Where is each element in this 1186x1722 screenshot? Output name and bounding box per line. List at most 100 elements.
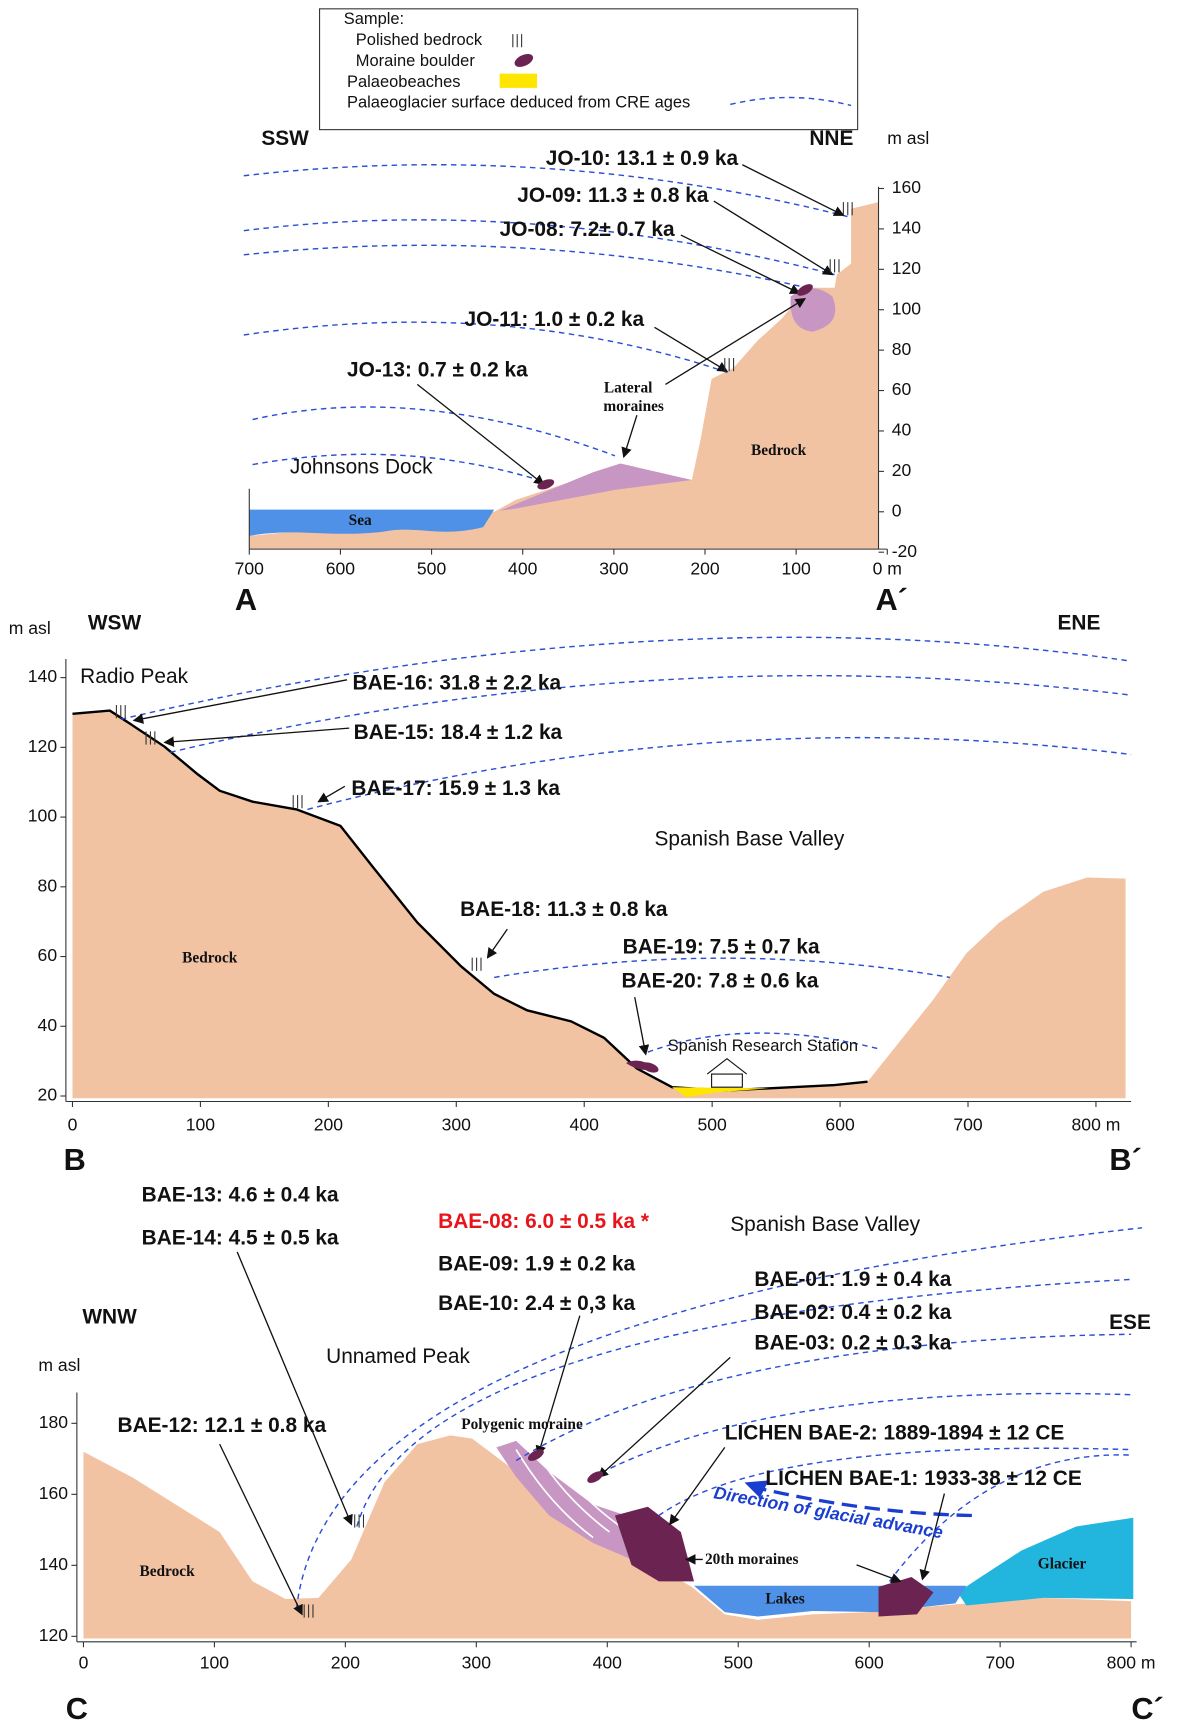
legend-symbol — [500, 74, 537, 88]
y-tick-label: 140 — [892, 218, 922, 238]
station-label: Spanish Research Station — [668, 1037, 858, 1055]
sample-label: JO-13: 0.7 ± 0.2 ka — [347, 359, 528, 382]
section-end: A — [235, 582, 257, 617]
axis-title: m asl — [38, 1355, 80, 1375]
section-end: B — [64, 1142, 86, 1177]
x-tick-label: 500 — [697, 1114, 727, 1134]
legend-item: Palaeobeaches — [347, 73, 461, 91]
moraine-label: Lateral — [604, 379, 653, 396]
sample-label: LICHEN BAE-1: 1933-38 ± 12 CE — [765, 1467, 1081, 1490]
legend-title: Sample: — [344, 10, 404, 28]
legend-item: Moraine boulder — [356, 52, 476, 70]
sample-label: BAE-18: 11.3 ± 0.8 ka — [460, 898, 668, 921]
x-tick-label: 400 — [508, 559, 538, 579]
sample-label: BAE-02: 0.4 ± 0.2 ka — [754, 1301, 951, 1324]
section-end: A´ — [875, 582, 907, 617]
lakes-label: Lakes — [765, 1591, 804, 1608]
direction: ESE — [1109, 1311, 1151, 1334]
sample-label: BAE-03: 0.2 ± 0.3 ka — [754, 1332, 951, 1355]
y-tick-label: 160 — [892, 177, 922, 197]
sample-label: BAE-13: 4.6 ± 0.4 ka — [142, 1183, 339, 1206]
x-tick-label: 100 — [782, 559, 812, 579]
advance-label: Direction of glacial advance — [712, 1482, 944, 1542]
sample-label: BAE-10: 2.4 ± 0,3 ka — [438, 1292, 635, 1315]
y-tick-label: -20 — [892, 541, 918, 561]
sea-label: Sea — [349, 512, 372, 529]
axis-title: m asl — [887, 128, 929, 148]
x-tick-label: 0 m — [873, 559, 902, 579]
sample-label: BAE-12: 12.1 ± 0.8 ka — [118, 1414, 327, 1437]
sample-label: LICHEN BAE-2: 1889-1894 ± 12 CE — [725, 1422, 1065, 1445]
glacier-label: Glacier — [1038, 1555, 1087, 1572]
y-tick-label: 0 — [892, 500, 902, 520]
y-tick-label: 80 — [892, 339, 912, 359]
x-tick-label: 400 — [593, 1652, 623, 1672]
figure: Sample: Polished bedrock Moraine boulder… — [0, 0, 1186, 1722]
sample-label: BAE-09: 1.9 ± 0.2 ka — [438, 1253, 635, 1276]
x-tick-label: 600 — [855, 1652, 885, 1672]
x-tick-label: 800 m — [1072, 1114, 1121, 1134]
legend-item: Palaeoglacier surface deduced from CRE a… — [347, 94, 690, 112]
y-tick-label: 140 — [39, 1554, 69, 1574]
x-tick-label: 400 — [570, 1114, 600, 1134]
moraine-label: moraines — [603, 398, 664, 415]
bedrock-label: Bedrock — [182, 949, 238, 966]
peak-label: Radio Peak — [80, 665, 188, 688]
y-tick-label: 180 — [39, 1412, 69, 1432]
x-tick-label: 800 m — [1107, 1652, 1156, 1672]
y-tick-label: 120 — [28, 736, 58, 756]
y-tick-label: 100 — [28, 806, 58, 826]
sample-label: BAE-16: 31.8 ± 2.2 ka — [353, 672, 562, 695]
x-tick-label: 500 — [724, 1652, 754, 1672]
y-tick-label: 80 — [38, 875, 58, 895]
place-label: Johnsons Dock — [290, 455, 433, 478]
sample-label: BAE-15: 18.4 ± 1.2 ka — [354, 721, 563, 744]
panel-b: WSW ENE m asl Radio Peak Spanish Base Va… — [9, 611, 1142, 1177]
y-tick-label: 60 — [892, 379, 912, 399]
direction: ENE — [1058, 611, 1101, 634]
sample-label: BAE-19: 7.5 ± 0.7 ka — [623, 935, 820, 958]
moraine-label: 20th moraines — [705, 1551, 798, 1568]
section-end: C´ — [1131, 1691, 1163, 1722]
x-tick-label: 700 — [235, 559, 265, 579]
y-tick-label: 40 — [892, 420, 912, 440]
direction: WNW — [82, 1305, 137, 1328]
x-tick-label: 600 — [825, 1114, 855, 1134]
x-tick-label: 100 — [200, 1652, 230, 1672]
y-tick-label: 100 — [892, 298, 922, 318]
section-end: C — [66, 1691, 88, 1722]
y-tick-label: 20 — [38, 1085, 58, 1105]
sample-label: BAE-14: 4.5 ± 0.5 ka — [142, 1226, 339, 1249]
boulder-symbol — [585, 1469, 605, 1485]
x-tick-label: 600 — [326, 559, 356, 579]
valley-label: Spanish Base Valley — [654, 828, 844, 851]
x-tick-label: 700 — [985, 1652, 1015, 1672]
section-end: B´ — [1109, 1142, 1141, 1177]
sample-label: BAE-17: 15.9 ± 1.3 ka — [351, 777, 560, 800]
valley-label: Spanish Base Valley — [730, 1213, 920, 1236]
x-tick-label: 200 — [331, 1652, 361, 1672]
x-tick-label: 700 — [953, 1114, 983, 1134]
sample-label: BAE-08: 6.0 ± 0.5 ka * — [438, 1210, 650, 1233]
direction: WSW — [88, 611, 142, 634]
direction: SSW — [261, 127, 309, 150]
y-tick-label: 120 — [39, 1625, 69, 1645]
station-icon — [707, 1059, 747, 1088]
peak-label: Unnamed Peak — [326, 1345, 470, 1368]
y-tick-label: 60 — [38, 945, 58, 965]
y-tick-label: 160 — [39, 1483, 69, 1503]
x-tick-label: 300 — [442, 1114, 472, 1134]
x-tick-label: 100 — [186, 1114, 216, 1134]
y-tick-label: 20 — [892, 460, 912, 480]
x-tick-label: 500 — [417, 559, 447, 579]
y-tick-label: 120 — [892, 258, 922, 278]
legend-item: Polished bedrock — [356, 31, 483, 49]
y-tick-label: 140 — [28, 666, 58, 686]
sample-label: JO-09: 11.3 ± 0.8 ka — [517, 184, 709, 207]
sample-label: JO-08: 7.2± 0.7 ka — [500, 218, 675, 241]
x-tick-label: 200 — [314, 1114, 344, 1134]
x-tick-label: 300 — [462, 1652, 492, 1672]
sample-label: BAE-20: 7.8 ± 0.6 ka — [622, 969, 819, 992]
sample-label: JO-11: 1.0 ± 0.2 ka — [465, 308, 645, 331]
bedrock-label: Bedrock — [751, 442, 807, 459]
